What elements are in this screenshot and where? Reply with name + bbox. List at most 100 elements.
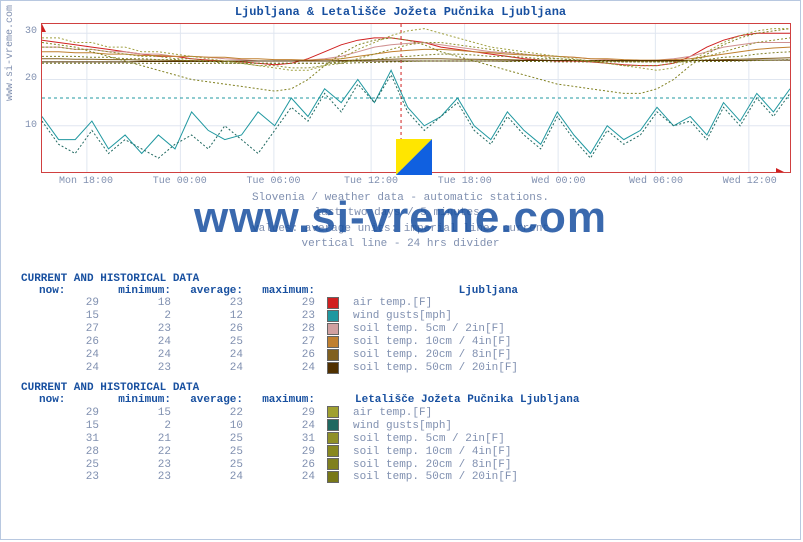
row-label: air temp.[F]	[349, 406, 585, 419]
x-tick: Tue 12:00	[341, 176, 401, 187]
cell-now: 15	[21, 310, 105, 323]
cell-max: 29	[249, 297, 321, 310]
table-row: 1521024 wind gusts[mph]	[21, 419, 585, 432]
data-tables: CURRENT AND HISTORICAL DATAnow:minimum:a…	[21, 265, 585, 484]
x-tick: Wed 06:00	[626, 176, 686, 187]
cell-min: 2	[105, 419, 177, 432]
color-swatch	[327, 458, 339, 470]
cell-avg: 10	[177, 419, 249, 432]
cell-min: 23	[105, 323, 177, 336]
table-row: 24242426soil temp. 20cm / 8in[F]	[21, 349, 524, 362]
column-header: maximum:	[249, 285, 321, 297]
cell-avg: 25	[177, 336, 249, 349]
watermark-logo	[396, 139, 432, 175]
cell-now: 28	[21, 445, 105, 458]
cell-now: 23	[21, 471, 105, 484]
row-label: wind gusts[mph]	[349, 419, 585, 432]
cell-min: 24	[105, 336, 177, 349]
cell-avg: 25	[177, 432, 249, 445]
cell-min: 22	[105, 445, 177, 458]
cell-max: 28	[249, 323, 321, 336]
y-tick: 20	[21, 73, 37, 84]
x-tick: Wed 12:00	[720, 176, 780, 187]
column-header: average:	[177, 394, 249, 406]
table-row: 29182329air temp.[F]	[21, 297, 524, 310]
cell-now: 27	[21, 323, 105, 336]
table-row: 25232526soil temp. 20cm / 8in[F]	[21, 458, 585, 471]
cell-max: 31	[249, 432, 321, 445]
color-swatch	[327, 362, 339, 374]
cell-avg: 12	[177, 310, 249, 323]
column-header: maximum:	[249, 394, 321, 406]
table-row: 29152229air temp.[F]	[21, 406, 585, 419]
row-label: wind gusts[mph]	[349, 310, 524, 323]
cell-avg: 24	[177, 471, 249, 484]
row-label: soil temp. 5cm / 2in[F]	[349, 323, 524, 336]
cell-max: 29	[249, 445, 321, 458]
cell-max: 24	[249, 419, 321, 432]
x-tick: Tue 00:00	[150, 176, 210, 187]
cell-avg: 24	[177, 349, 249, 362]
cell-max: 29	[249, 406, 321, 419]
cell-now: 29	[21, 297, 105, 310]
column-header: now:	[21, 285, 105, 297]
cell-max: 26	[249, 349, 321, 362]
cell-now: 25	[21, 458, 105, 471]
row-label: soil temp. 50cm / 20in[F]	[349, 471, 585, 484]
cell-min: 24	[105, 349, 177, 362]
color-swatch	[327, 297, 339, 309]
cell-avg: 25	[177, 458, 249, 471]
main-container: Ljubljana & Letališče Jožeta Pučnika Lju…	[0, 0, 801, 540]
cell-now: 31	[21, 432, 105, 445]
color-swatch	[327, 336, 339, 348]
cell-max: 26	[249, 458, 321, 471]
x-tick: Wed 00:00	[529, 176, 589, 187]
column-header: minimum:	[105, 285, 177, 297]
row-label: soil temp. 20cm / 8in[F]	[349, 349, 524, 362]
cell-now: 24	[21, 349, 105, 362]
data-table: now:minimum:average:maximum:Ljubljana291…	[21, 285, 524, 374]
cell-now: 26	[21, 336, 105, 349]
y-tick: 10	[21, 120, 37, 131]
color-swatch	[327, 419, 339, 431]
table-row: 24232424soil temp. 50cm / 20in[F]	[21, 362, 524, 375]
color-swatch	[327, 406, 339, 418]
table-row: 31212531soil temp. 5cm / 2in[F]	[21, 432, 585, 445]
cell-min: 23	[105, 362, 177, 375]
cell-min: 2	[105, 310, 177, 323]
row-label: air temp.[F]	[349, 297, 524, 310]
cell-avg: 24	[177, 362, 249, 375]
x-tick: Mon 18:00	[56, 176, 116, 187]
table-row: 26242527soil temp. 10cm / 4in[F]	[21, 336, 524, 349]
color-swatch	[327, 445, 339, 457]
section-header: CURRENT AND HISTORICAL DATA	[21, 382, 585, 394]
row-label: soil temp. 10cm / 4in[F]	[349, 336, 524, 349]
row-label: soil temp. 5cm / 2in[F]	[349, 432, 585, 445]
color-swatch	[327, 471, 339, 483]
color-swatch	[327, 310, 339, 322]
cell-now: 29	[21, 406, 105, 419]
watermark-text: www.si-vreme.com	[1, 193, 800, 243]
cell-min: 23	[105, 471, 177, 484]
data-table: now:minimum:average:maximum:Letališče Jo…	[21, 394, 585, 483]
cell-avg: 22	[177, 406, 249, 419]
color-swatch	[327, 349, 339, 361]
row-label: soil temp. 20cm / 8in[F]	[349, 458, 585, 471]
column-header: average:	[177, 285, 249, 297]
chart-title: Ljubljana & Letališče Jožeta Pučnika Lju…	[1, 1, 800, 19]
cell-now: 24	[21, 362, 105, 375]
x-tick: Tue 06:00	[244, 176, 304, 187]
cell-min: 15	[105, 406, 177, 419]
cell-now: 15	[21, 419, 105, 432]
table-row: 27232628 soil temp. 5cm / 2in[F]	[21, 323, 524, 336]
table-row: 23232424soil temp. 50cm / 20in[F]	[21, 471, 585, 484]
cell-min: 21	[105, 432, 177, 445]
cell-avg: 26	[177, 323, 249, 336]
color-swatch	[327, 432, 339, 444]
section-header: CURRENT AND HISTORICAL DATA	[21, 273, 585, 285]
row-label: soil temp. 50cm / 20in[F]	[349, 362, 524, 375]
x-tick: Tue 18:00	[435, 176, 495, 187]
cell-max: 24	[249, 471, 321, 484]
table-row: 28222529soil temp. 10cm / 4in[F]	[21, 445, 585, 458]
column-header: minimum:	[105, 394, 177, 406]
